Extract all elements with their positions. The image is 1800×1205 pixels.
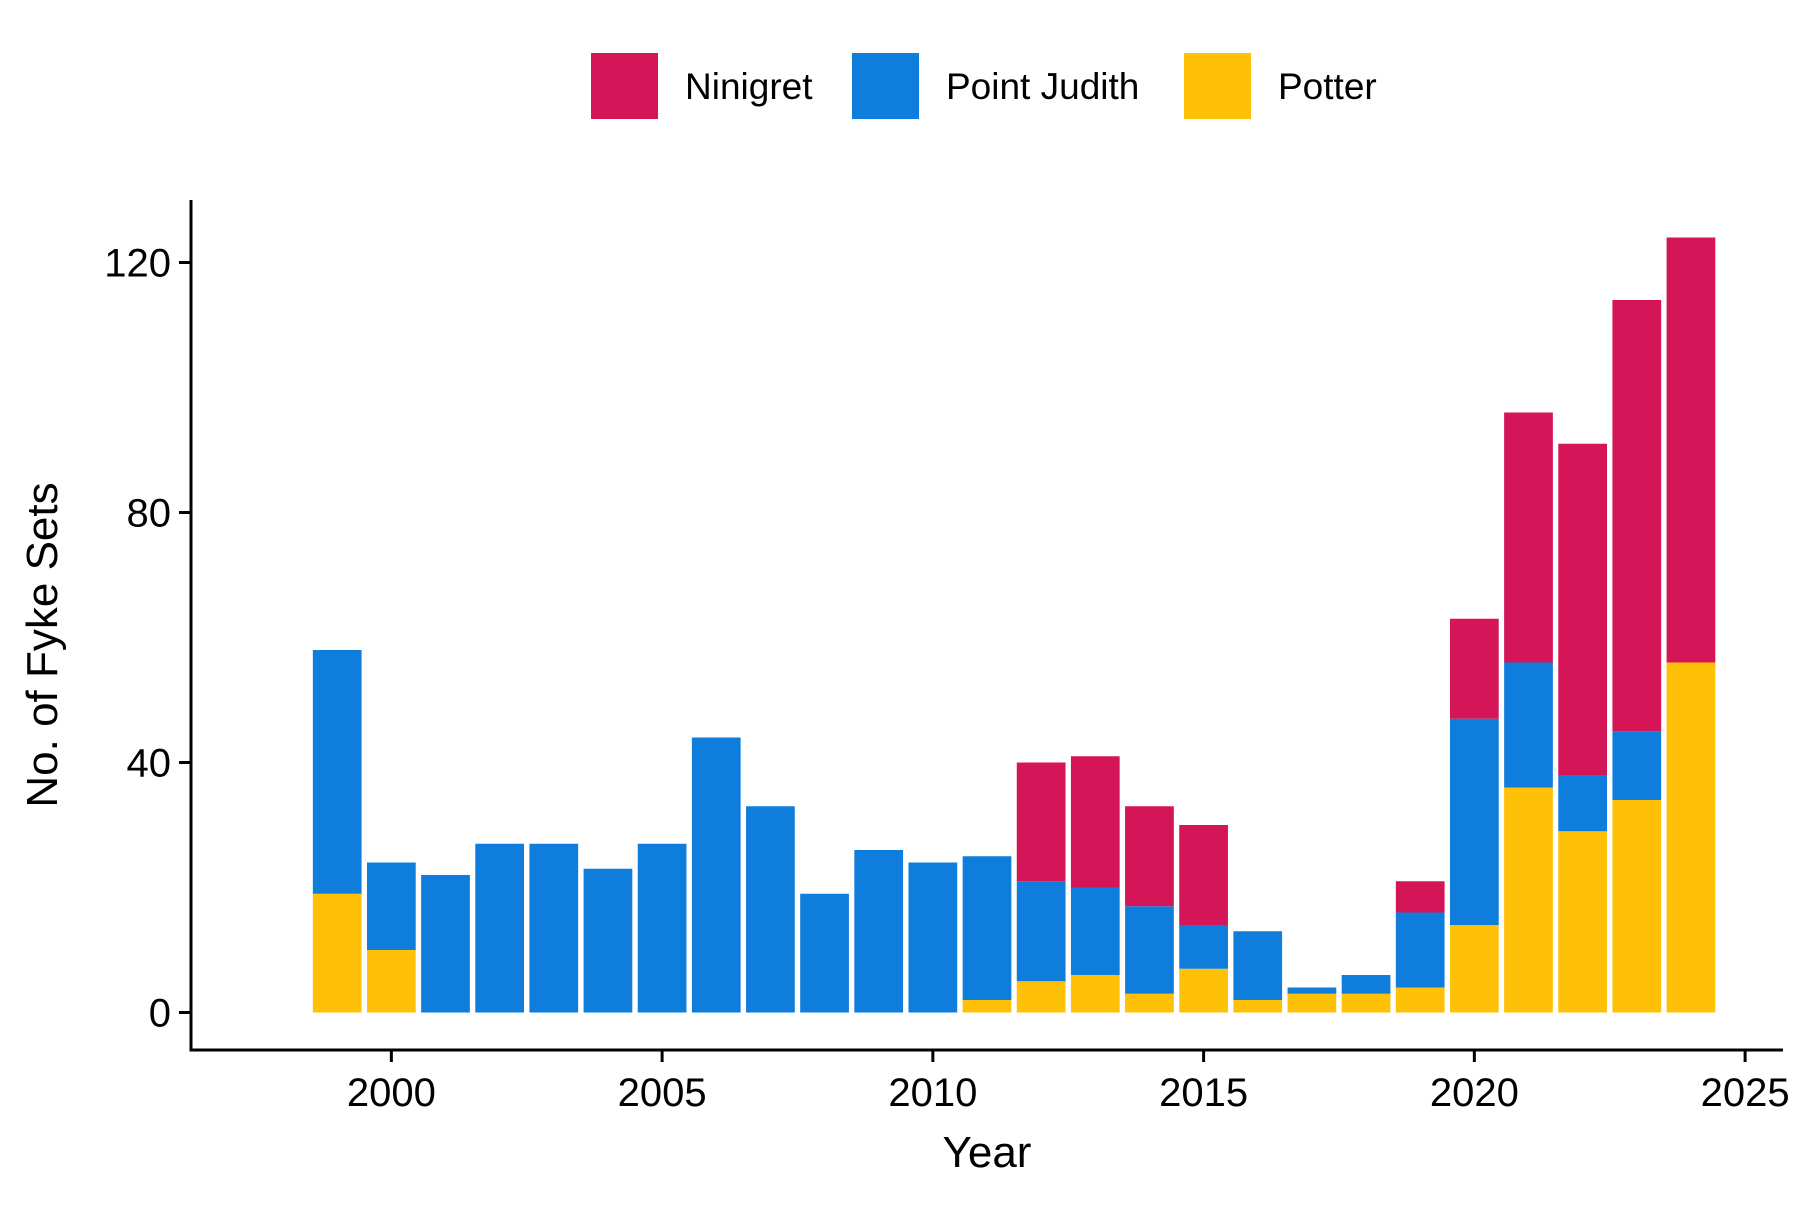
bar-point-judith-2004	[583, 868, 633, 1013]
bar-potter-2000	[366, 950, 416, 1013]
bar-ninigret-2024	[1666, 237, 1716, 663]
bar-potter-2011	[962, 1000, 1012, 1013]
x-tick-label: 2005	[618, 1071, 707, 1115]
x-axis-title: Year	[943, 1128, 1032, 1177]
y-tick-label: 120	[104, 242, 171, 286]
x-tick-label: 2020	[1430, 1071, 1519, 1115]
x-tick-label: 2015	[1159, 1071, 1248, 1115]
bar-point-judith-2013	[1070, 887, 1120, 975]
bar-point-judith-2022	[1558, 775, 1608, 832]
x-tick-label: 2025	[1701, 1071, 1790, 1115]
bar-point-judith-2002	[475, 843, 525, 1013]
bar-point-judith-2017	[1287, 987, 1337, 994]
bar-ninigret-2014	[1125, 806, 1174, 907]
bar-point-judith-2019	[1395, 912, 1445, 988]
bar-ninigret-2013	[1070, 756, 1120, 888]
bar-potter-2012	[1016, 981, 1066, 1013]
bar-potter-2017	[1287, 993, 1337, 1013]
bar-point-judith-2014	[1125, 906, 1174, 994]
bar-potter-2018	[1341, 993, 1391, 1013]
legend-swatch-point-judith	[852, 53, 919, 119]
bar-point-judith-2003	[529, 843, 579, 1013]
bars	[312, 237, 1716, 1013]
legend: Ninigret Point Judith Potter	[591, 53, 1377, 119]
bar-potter-2015	[1179, 968, 1228, 1013]
bar-potter-2024	[1666, 662, 1716, 1013]
bar-point-judith-2010	[908, 862, 958, 1013]
bar-point-judith-2021	[1504, 662, 1553, 788]
y-tick-label: 40	[127, 742, 172, 786]
y-tick-label: 80	[127, 492, 172, 536]
x-tick-label: 2010	[888, 1071, 977, 1115]
bar-ninigret-2022	[1558, 443, 1608, 775]
bar-ninigret-2020	[1449, 618, 1499, 719]
bar-point-judith-2011	[962, 856, 1012, 1000]
bar-ninigret-2021	[1504, 412, 1553, 663]
bar-ninigret-2023	[1612, 300, 1662, 732]
x-tick-label: 2000	[347, 1071, 436, 1115]
bar-point-judith-2008	[800, 893, 849, 1013]
bar-potter-2022	[1558, 831, 1608, 1013]
bar-point-judith-2020	[1449, 718, 1499, 925]
bar-point-judith-2023	[1612, 731, 1662, 800]
legend-label-ninigret: Ninigret	[685, 66, 813, 107]
bar-point-judith-2009	[854, 850, 904, 1013]
bar-point-judith-2012	[1016, 881, 1066, 982]
bar-point-judith-2000	[366, 862, 416, 950]
axes	[189, 200, 1783, 1052]
bar-point-judith-2015	[1179, 925, 1228, 969]
bar-point-judith-2007	[746, 806, 795, 1013]
bar-point-judith-2016	[1233, 931, 1283, 1000]
y-tick-label: 0	[149, 992, 171, 1036]
bar-potter-2019	[1395, 987, 1445, 1013]
bar-point-judith-2005	[637, 843, 687, 1013]
legend-label-potter: Potter	[1278, 66, 1377, 107]
legend-label-point-judith: Point Judith	[946, 66, 1139, 107]
bar-point-judith-2001	[421, 875, 470, 1013]
bar-potter-2016	[1233, 1000, 1283, 1013]
bar-ninigret-2012	[1016, 762, 1066, 882]
y-axis-title: No. of Fyke Sets	[18, 482, 67, 807]
bar-potter-1999	[312, 893, 362, 1013]
bar-potter-2020	[1449, 925, 1499, 1013]
bar-potter-2014	[1125, 993, 1174, 1013]
bar-ninigret-2015	[1179, 825, 1228, 925]
bar-potter-2023	[1612, 800, 1662, 1013]
ticks: 0 40 80 120 2000 2005 2010 2015 2020 2025	[104, 242, 1789, 1116]
bar-ninigret-2019	[1395, 881, 1445, 913]
legend-swatch-ninigret	[591, 53, 658, 119]
bar-potter-2021	[1504, 787, 1553, 1013]
bar-point-judith-1999	[312, 650, 362, 894]
legend-swatch-potter	[1184, 53, 1251, 119]
bar-potter-2013	[1070, 975, 1120, 1013]
bar-point-judith-2018	[1341, 975, 1391, 994]
bar-point-judith-2006	[691, 737, 741, 1013]
